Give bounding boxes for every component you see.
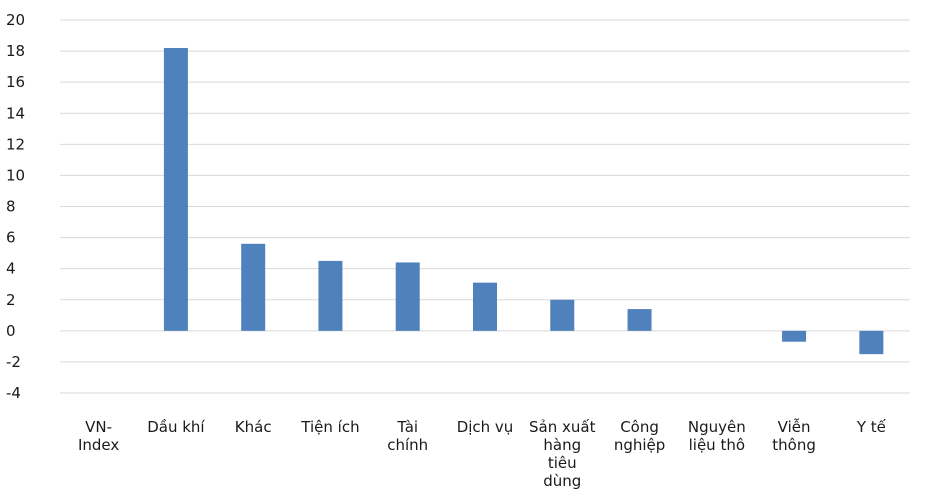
- y-tick-label: 6: [6, 229, 16, 247]
- x-tick-label-line: Tiện ích: [300, 418, 359, 436]
- x-tick-label-line: Nguyên: [688, 418, 746, 436]
- x-tick-label-line: Khác: [235, 418, 272, 436]
- x-tick-label-line: Y tế: [856, 418, 887, 436]
- x-tick-label-line: Tài: [396, 418, 418, 436]
- bar: [163, 47, 188, 331]
- bars: [163, 47, 884, 355]
- x-tick-label-line: Dầu khí: [147, 418, 205, 436]
- x-tick-label-line: Sản xuất: [529, 418, 596, 436]
- x-tick-label-line: hàng: [543, 436, 581, 454]
- y-tick-label: 14: [6, 104, 25, 122]
- bar: [395, 262, 420, 331]
- x-tick-label: Khác: [235, 418, 272, 436]
- x-tick-label-line: Viễn: [778, 418, 811, 436]
- bar: [859, 330, 884, 355]
- x-tick-label-line: Index: [78, 436, 119, 454]
- x-tick-label-line: nghiệp: [614, 436, 665, 454]
- x-tick-label-line: dùng: [543, 472, 581, 490]
- x-tick-label: Nguyên liệu thô: [688, 418, 746, 454]
- x-tick-label-line: tiêu: [548, 454, 577, 472]
- gridlines: [60, 19, 910, 394]
- x-tick-label-line: VN-: [85, 418, 112, 436]
- x-tick-label: VN-Index: [78, 418, 119, 454]
- y-tick-label: 18: [6, 42, 25, 60]
- x-tick-label-line: Công: [620, 418, 659, 436]
- y-tick-label: 4: [6, 260, 16, 278]
- y-tick-label: 0: [6, 322, 16, 340]
- bar: [473, 282, 497, 331]
- y-tick-label: 20: [6, 11, 25, 29]
- bar: [550, 299, 575, 331]
- y-tick-label: 10: [6, 166, 25, 184]
- bar: [782, 330, 807, 342]
- y-tick-label: -2: [6, 353, 21, 371]
- bar: [627, 309, 652, 331]
- x-tick-label: Viễn thông: [772, 418, 816, 454]
- y-tick-label: 2: [6, 291, 16, 309]
- x-axis-labels: VN-Index Dầu khí Khác Tiện ích Tài chính Dịch …: [78, 418, 887, 490]
- y-tick-label: -4: [6, 384, 21, 402]
- y-tick-label: 8: [6, 198, 16, 216]
- x-tick-label-line: chính: [387, 436, 428, 454]
- x-tick-label: Sản xuất hàng tiêu dùng: [529, 418, 596, 490]
- y-tick-label: 16: [6, 73, 25, 91]
- x-tick-label-line: Dịch vụ: [457, 418, 514, 436]
- x-tick-label-line: liệu thô: [689, 436, 745, 454]
- bar: [318, 260, 343, 331]
- x-tick-label: Dầu khí: [147, 418, 205, 436]
- x-tick-label: Công nghiệp: [614, 418, 665, 454]
- x-tick-label-line: thông: [772, 436, 816, 454]
- x-tick-label: Dịch vụ: [457, 418, 514, 436]
- y-tick-label: 12: [6, 135, 25, 153]
- x-tick-label: Y tế: [856, 418, 887, 436]
- x-tick-label: Tài chính: [387, 418, 428, 454]
- x-tick-label: Tiện ích: [300, 418, 359, 436]
- bar: [241, 243, 266, 331]
